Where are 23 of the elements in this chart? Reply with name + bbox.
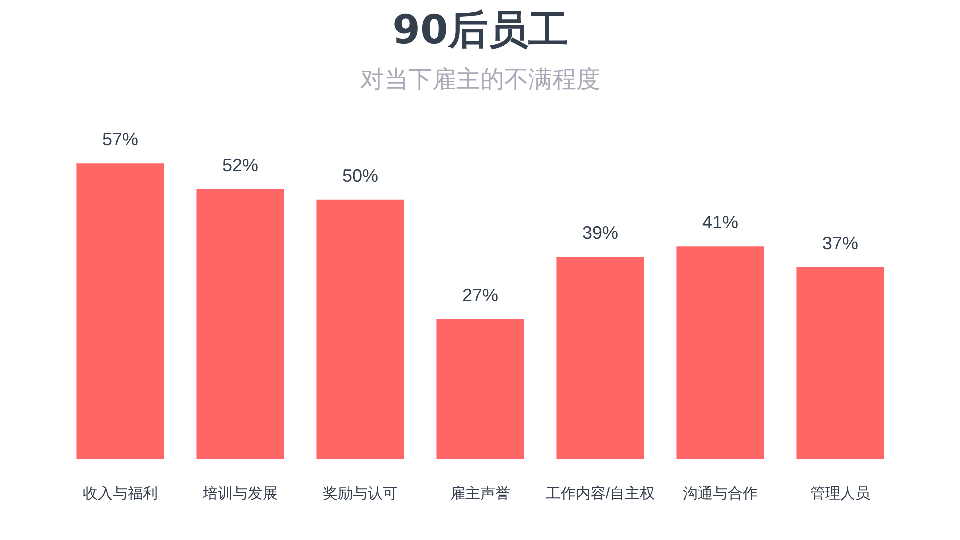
data-label: 52%	[222, 156, 259, 176]
data-label: 27%	[462, 285, 499, 306]
chart-title: 90后员工	[392, 8, 568, 54]
bar	[796, 267, 884, 460]
x-tick-label: 沟通与合作	[683, 486, 758, 502]
x-tick-label: 管理人员	[810, 486, 870, 502]
x-tick-label: 奖励与认可	[323, 486, 398, 502]
bar	[316, 200, 404, 460]
bar	[676, 246, 764, 460]
bar	[196, 190, 284, 460]
bar	[436, 319, 524, 460]
data-label: 41%	[702, 212, 739, 233]
bar	[556, 257, 644, 460]
data-label: 57%	[102, 130, 139, 150]
x-tick-label: 培训与发展	[202, 486, 278, 502]
data-label: 39%	[582, 223, 619, 244]
data-label: 50%	[342, 166, 379, 186]
data-label: 37%	[822, 233, 859, 254]
x-tick-label: 收入与福利	[83, 486, 158, 502]
chart-subtitle: 对当下雇主的不满程度	[360, 66, 600, 94]
bar	[76, 164, 164, 460]
x-tick-label: 工作内容/自主权	[546, 486, 656, 502]
x-tick-label: 雇主声誉	[450, 486, 510, 502]
